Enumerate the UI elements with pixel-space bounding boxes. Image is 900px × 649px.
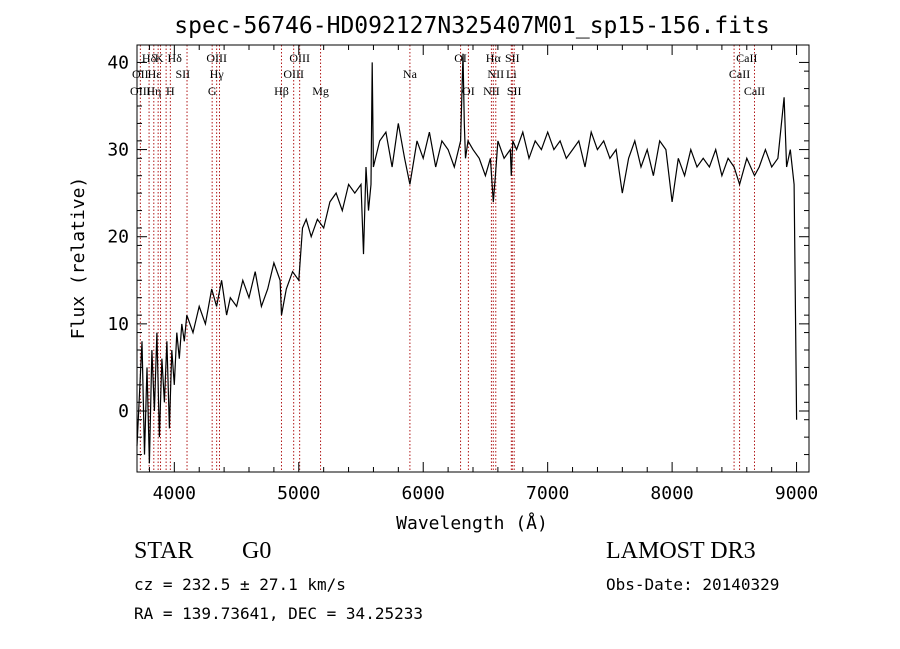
line-label: OIII [206,51,227,65]
line-label: Mg [312,84,329,98]
x-tick-label: 6000 [402,483,445,504]
line-label: SII [505,51,520,65]
class-label: STAR [134,538,194,564]
obs-date-text: Obs-Date: 20140329 [606,575,780,594]
x-tick-label: 5000 [277,483,320,504]
line-label: OIII [130,84,151,98]
line-label: OI [454,51,467,65]
line-label: CaII [736,51,757,65]
line-label: Hδ [142,51,157,65]
line-label: K [155,51,164,65]
subclass-label: G0 [242,538,272,564]
x-tick-label: 4000 [153,483,196,504]
x-axis-label: Wavelength (Å) [396,512,548,534]
line-label: NII [483,84,500,98]
y-tick-label: 20 [107,227,129,248]
line-label: Hδ [168,51,183,65]
line-label: OIII [289,51,310,65]
line-label: CaII [744,84,765,98]
y-tick-label: 40 [107,52,129,73]
line-label: OII [132,67,149,81]
redshift-text: cz = 232.5 ± 27.1 km/s [134,575,346,594]
line-label: CaII [729,67,750,81]
emission-line-markers [139,45,755,472]
y-axis-label: Flux (relative) [68,177,89,340]
x-tick-label: 7000 [526,483,569,504]
line-label: SII [507,84,522,98]
line-label: OI [462,84,475,98]
spectrum-series [136,53,798,464]
y-tick-label: 0 [118,401,129,422]
coordinates-text: RA = 139.73641, DEC = 34.25233 [134,604,423,623]
line-label: Li [506,67,517,81]
line-label: NII [487,67,504,81]
line-label: G [208,84,217,98]
spectrum-line [136,53,798,464]
y-tick-label: 30 [107,140,129,161]
line-label: OIII [283,67,304,81]
line-label: Hη [146,84,161,98]
line-label: H [166,84,175,98]
x-axis: 4000 5000 6000 7000 8000 9000 [148,45,818,504]
y-tick-label: 10 [107,314,129,335]
plot-frame [136,44,810,473]
chart-title: spec-56746-HD092127N325407M01_sp15-156.f… [174,13,769,39]
line-label: Hβ [274,84,289,98]
x-tick-label: 9000 [775,483,818,504]
line-label: Hα [486,51,502,65]
x-tick-label: 8000 [650,483,693,504]
line-label: Hγ [210,67,225,81]
line-label: Hε [148,67,162,81]
line-label: Na [403,67,418,81]
y-axis: 0 10 20 30 40 [107,52,809,456]
line-label: SII [175,67,190,81]
survey-label: LAMOST DR3 [606,538,756,564]
